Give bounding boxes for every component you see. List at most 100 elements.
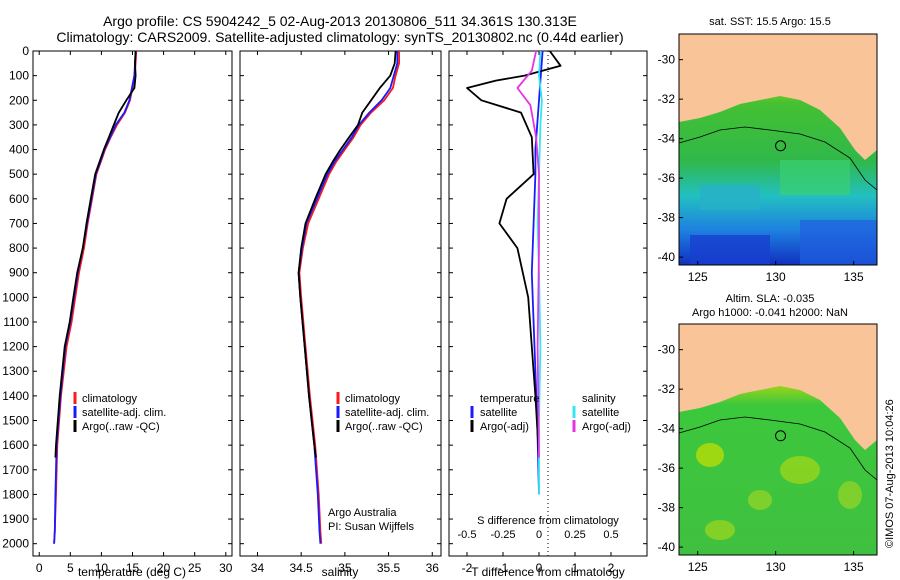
map-y-tick-label: -38 xyxy=(658,211,676,225)
sst-map-frame xyxy=(678,33,878,266)
y-tick-label: 100 xyxy=(9,69,29,83)
y-tick-label: 900 xyxy=(9,266,29,280)
series-line-temperature-satellite xyxy=(530,50,544,495)
annotation-argo-australia: Argo Australia xyxy=(328,507,397,519)
sst-patch xyxy=(690,235,770,265)
x-tick-label: 35 xyxy=(338,561,352,575)
legend-label-argo: Argo(..raw -QC) xyxy=(82,421,160,433)
annotation-pi: PI: Susan Wijffels xyxy=(328,521,414,533)
header-line2: Climatology: CARS2009. Satellite-adjuste… xyxy=(56,29,623,45)
map-y-tick-label: -30 xyxy=(658,53,676,67)
x2-tick-label: -0.25 xyxy=(490,529,515,541)
sst-x-ticks: 125 130 135 xyxy=(688,261,864,284)
sla-patch xyxy=(748,490,772,510)
sla-map-panel: Altim. SLA: -0.035 Argo h1000: -0.041 h2… xyxy=(658,293,878,574)
y-tick-label: 1100 xyxy=(3,315,29,329)
map-y-tick-label: -36 xyxy=(658,461,676,475)
sla-patch xyxy=(838,481,862,509)
x-tick-label: 34.5 xyxy=(289,561,313,575)
temperature-y-ticks: 0 100 200 300 400 500 600 700 800 900 1000 1100 1200… xyxy=(2,44,232,551)
y-tick-label: 1400 xyxy=(2,389,29,403)
x-tick-label: 35.5 xyxy=(377,561,401,575)
salinity-legend: climatology satellite-adj. clim. Argo(..… xyxy=(336,392,429,433)
x2-tick-label: 0 xyxy=(536,529,542,541)
sla-patch xyxy=(696,443,724,467)
legend-label-temp-satellite: satellite xyxy=(480,407,517,419)
difference-panel: -2 -1 0 1 2 -0.5 -0.25 0 0.25 0.5 S difference f… xyxy=(448,50,648,579)
y-tick-label: 1800 xyxy=(2,487,29,501)
sla-shelf-contour xyxy=(678,416,878,481)
y-tick-label: 400 xyxy=(9,143,29,157)
argo-location-marker xyxy=(775,430,787,442)
series-line-satellite-adj-clim- xyxy=(53,50,137,544)
y-tick-label: 1900 xyxy=(2,512,29,526)
x2-tick-label: 0.25 xyxy=(564,529,585,541)
x-tick-label: 0 xyxy=(536,561,543,575)
sla-patch xyxy=(705,520,735,540)
legend-label-sal-argo: Argo(-adj) xyxy=(582,421,631,433)
sla-field-patches xyxy=(696,443,862,540)
map-y-tick-label: -32 xyxy=(658,382,676,396)
series-line-temperature-argo-adj- xyxy=(466,50,562,458)
map-x-tick-label: 135 xyxy=(844,560,864,574)
y-tick-label: 600 xyxy=(9,192,29,206)
difference-lines xyxy=(466,50,562,495)
legend-title-salinity: salinity xyxy=(582,393,616,405)
difference-x2-ticks: -0.5 -0.25 0 0.25 0.5 xyxy=(458,529,619,541)
x-tick-label: 20 xyxy=(157,561,171,575)
map-x-tick-label: 135 xyxy=(844,270,864,284)
series-line-satellite-adj-clim- xyxy=(297,51,399,544)
salinity-axes-frame xyxy=(239,50,442,557)
x-tick-label: 15 xyxy=(126,561,140,575)
x-tick-label: 0 xyxy=(36,561,43,575)
sla-land-mask xyxy=(679,324,877,450)
x-tick-label: -1 xyxy=(498,561,509,575)
sst-patch xyxy=(780,160,850,195)
y-tick-label: 1000 xyxy=(2,290,29,304)
difference-x-ticks: -2 -1 0 1 2 xyxy=(462,51,615,575)
map-y-tick-label: -40 xyxy=(658,250,676,264)
x-tick-label: 2 xyxy=(608,561,615,575)
legend-label-argo: Argo(..raw -QC) xyxy=(345,421,423,433)
x2-tick-label: 0.5 xyxy=(603,529,618,541)
sla-patch xyxy=(780,456,820,484)
y-tick-label: 1300 xyxy=(2,364,29,378)
sla-x-ticks: 125 130 135 xyxy=(688,551,864,574)
map-y-tick-label: -34 xyxy=(658,422,676,436)
sst-field-patches xyxy=(690,160,877,265)
sst-y-ticks: -30 -32 -34 -36 -38 -40 xyxy=(658,53,683,264)
sst-shelf-contour xyxy=(678,126,878,191)
temperature-axes-frame xyxy=(32,50,233,557)
salinity-xlabel: salinity xyxy=(322,565,359,579)
y-tick-label: 2000 xyxy=(2,537,29,551)
header-line1: Argo profile: CS 5904242_5 02-Aug-2013 2… xyxy=(103,13,577,29)
map-y-tick-label: -38 xyxy=(658,501,676,515)
series-line-salinity-argo-adj- xyxy=(516,50,540,458)
map-y-tick-label: -36 xyxy=(658,171,676,185)
legend-label-sal-satellite: satellite xyxy=(582,407,619,419)
y-tick-label: 1700 xyxy=(2,463,29,477)
sla-y-ticks: -30 -32 -34 -36 -38 -40 xyxy=(658,343,683,554)
x2-tick-label: -0.5 xyxy=(458,529,477,541)
sst-map-panel: sat. SST: 15.5 Argo: 15.5 -30-32-34-36-3… xyxy=(658,16,878,284)
salinity-panel: 34 34.5 35 35.5 36 salinity climatology sate… xyxy=(239,50,442,579)
y-tick-label: 1600 xyxy=(2,438,29,452)
series-line-argo-raw-qc- xyxy=(54,50,137,458)
map-x-tick-label: 125 xyxy=(688,270,708,284)
legend-label-satellite: satellite-adj. clim. xyxy=(82,407,166,419)
map-x-tick-label: 130 xyxy=(766,270,786,284)
x-tick-label: 10 xyxy=(95,561,109,575)
temperature-panel: 0100200300400500600700800900100011001200… xyxy=(2,44,232,579)
sst-patch xyxy=(800,220,877,265)
temperature-lines xyxy=(53,50,138,544)
temperature-legend: climatology satellite-adj. clim. Argo(..… xyxy=(73,392,166,433)
sst-land-mask xyxy=(679,34,877,160)
series-line-climatology xyxy=(53,50,138,544)
map-y-tick-label: -30 xyxy=(658,343,676,357)
y-tick-label: 300 xyxy=(9,118,29,132)
series-line-climatology xyxy=(298,51,401,544)
x-tick-label: 5 xyxy=(67,561,74,575)
difference-legend: temperature salinity satellite Argo(-adj… xyxy=(470,393,631,433)
map-y-tick-label: -40 xyxy=(658,540,676,554)
x-tick-label: 25 xyxy=(188,561,202,575)
